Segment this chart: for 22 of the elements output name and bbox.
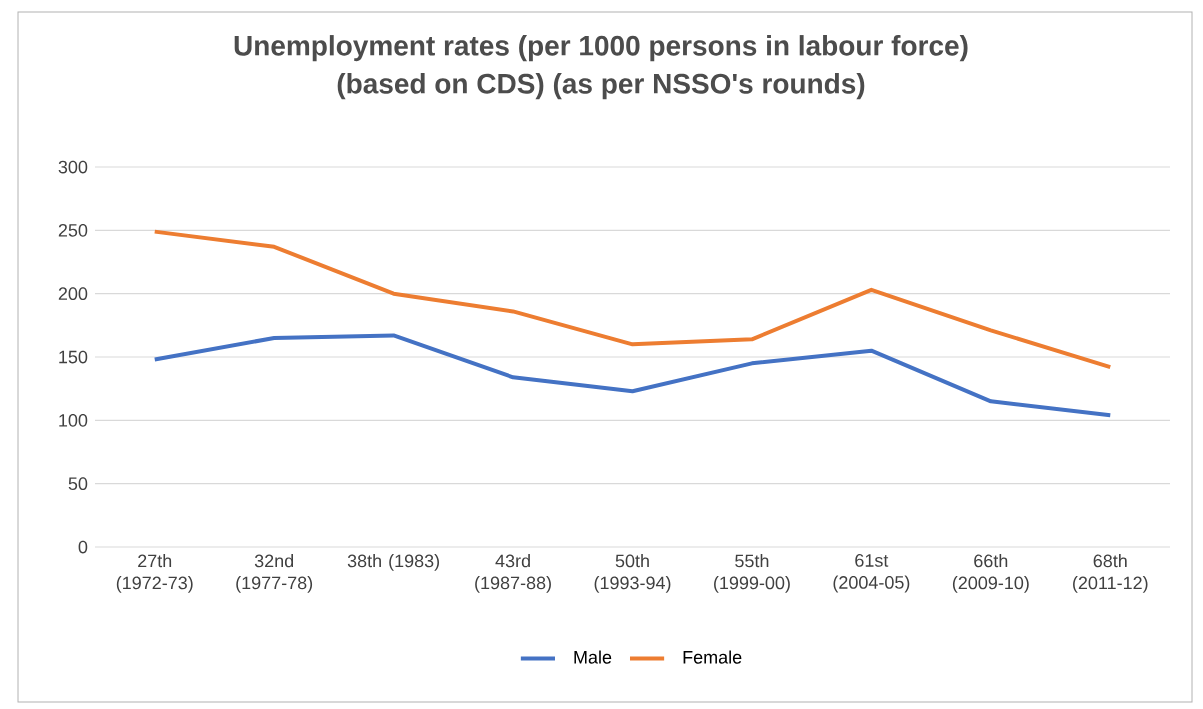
x-tick-label: 38th (1983) (347, 554, 440, 571)
y-tick-label: 100 (59, 413, 88, 427)
x-tick-label: 66th (2009-10) (952, 554, 1029, 593)
x-tick-label: 50th (1993-94) (594, 554, 671, 593)
legend-label: Female (683, 650, 742, 664)
x-tick-label: 27th (1972-73) (116, 554, 193, 593)
chart-title: Unemployment rates (per 1000 persons in labour force) (234, 35, 968, 62)
y-tick-label: 50 (68, 477, 88, 491)
y-tick-label: 150 (59, 350, 88, 364)
chart-subtitle: (based on CDS) (as per NSSO's rounds) (337, 73, 865, 100)
x-tick-label: 32nd (1977-78) (236, 554, 313, 593)
x-tick-label: 55th (1999-00) (714, 554, 790, 593)
y-tick-label: 250 (58, 223, 88, 237)
y-tick-label: 200 (58, 287, 88, 301)
legend-label: Male (574, 650, 612, 664)
x-tick-label: 68th (2011-12) (1073, 554, 1148, 593)
x-tick-label: 61st (2004-05) (833, 554, 910, 593)
y-tick-label: 0 (78, 540, 88, 554)
line-series (152, 333, 1113, 418)
line-series (152, 229, 1113, 370)
x-tick-label: 43rd (1987-88) (475, 554, 551, 593)
y-tick-label: 300 (58, 160, 88, 174)
